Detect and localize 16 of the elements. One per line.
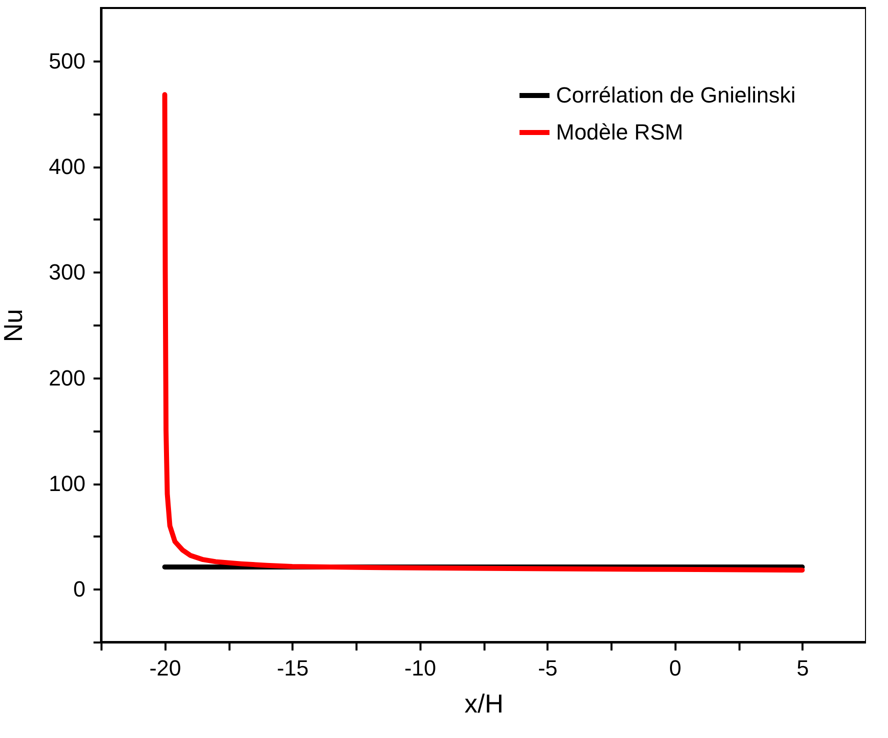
- y-tick-label: 100: [48, 471, 86, 496]
- legend-label: Corrélation de Gnielinski: [556, 82, 796, 108]
- y-tick-label: 400: [48, 154, 86, 179]
- x-tick-label: 5: [796, 656, 809, 680]
- y-axis-title: Nu: [0, 308, 28, 342]
- y-tick-label: 300: [48, 260, 86, 285]
- x-tick-label: -10: [404, 656, 436, 680]
- x-axis-title: x/H: [464, 688, 504, 718]
- y-tick-label: 0: [73, 576, 86, 602]
- x-tick-label: -15: [276, 656, 309, 680]
- y-tick-label: 500: [48, 48, 86, 74]
- x-tick-label: -5: [538, 656, 558, 680]
- x-tick-label: -20: [149, 656, 182, 680]
- x-tick-label: 0: [669, 656, 682, 680]
- legend-label: Modèle RSM: [556, 120, 684, 144]
- y-tick-label: 200: [48, 365, 86, 390]
